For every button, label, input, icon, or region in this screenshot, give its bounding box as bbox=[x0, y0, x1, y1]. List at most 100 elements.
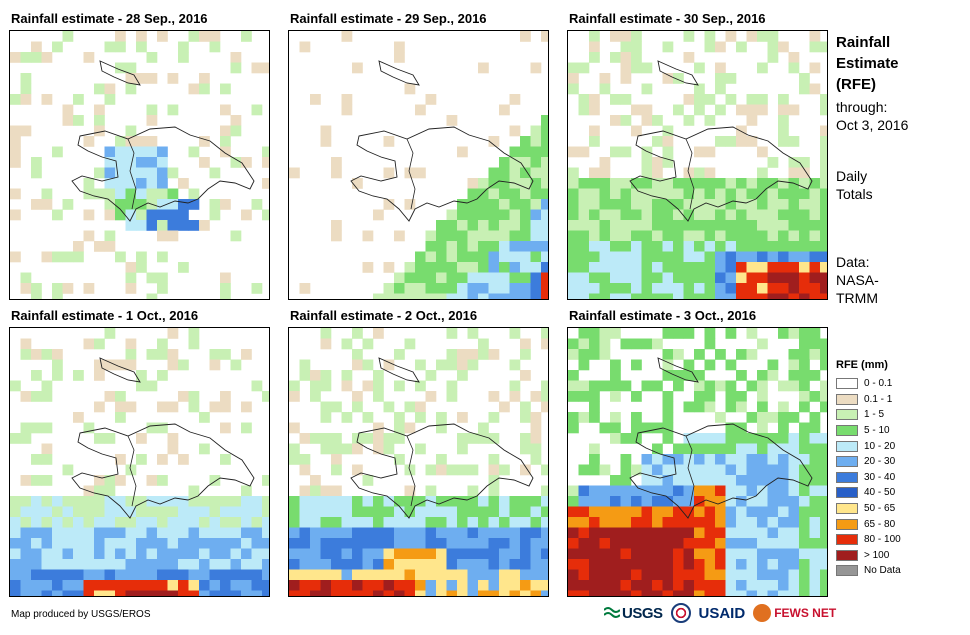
rainfall-cell bbox=[446, 590, 458, 596]
rainfall-cell bbox=[241, 485, 252, 497]
rainfall-cell bbox=[736, 251, 747, 263]
rainfall-cell bbox=[631, 251, 642, 263]
rainfall-cell bbox=[820, 569, 827, 581]
rainfall-cell bbox=[362, 559, 374, 570]
rainfall-cell bbox=[767, 178, 779, 189]
data-line: TRMM bbox=[836, 290, 878, 306]
rainfall-cell bbox=[599, 283, 611, 294]
rainfall-cell bbox=[104, 199, 116, 210]
rainfall-cell bbox=[383, 167, 395, 179]
rainfall-cell bbox=[83, 527, 95, 539]
rainfall-cell bbox=[230, 359, 242, 371]
rainfall-cell bbox=[425, 272, 437, 284]
rainfall-cell bbox=[641, 104, 653, 116]
rainfall-cell bbox=[509, 559, 521, 570]
rainfall-cell bbox=[799, 251, 810, 263]
rainfall-cell bbox=[736, 349, 747, 360]
legend-item: 5 - 10 bbox=[836, 423, 901, 439]
rainfall-cell bbox=[467, 559, 479, 570]
rainfall-cell bbox=[10, 580, 21, 591]
rainfall-cell bbox=[457, 293, 468, 299]
rainfall-cell bbox=[715, 496, 726, 507]
rainfall-cell bbox=[767, 538, 779, 549]
rainfall-cell bbox=[757, 391, 768, 402]
rainfall-cell bbox=[331, 580, 342, 591]
rainfall-cell bbox=[10, 380, 21, 392]
rainfall-cell bbox=[631, 412, 642, 423]
rainfall-cell bbox=[589, 199, 600, 210]
rainfall-cell bbox=[746, 104, 758, 116]
rainfall-cell bbox=[610, 370, 621, 381]
rainfall-cell bbox=[530, 293, 542, 299]
rainfall-cell bbox=[310, 496, 321, 507]
rainfall-cell bbox=[362, 412, 374, 423]
rainfall-cell bbox=[788, 380, 800, 392]
rainfall-cell bbox=[104, 538, 116, 549]
rainfall-cell bbox=[704, 41, 716, 53]
rainfall-cell bbox=[478, 188, 489, 200]
rainfall-cell bbox=[746, 188, 758, 200]
rainfall-cell bbox=[436, 517, 447, 528]
rainfall-cell bbox=[509, 157, 521, 168]
rainfall-cell bbox=[662, 391, 674, 402]
rainfall-cell bbox=[694, 220, 705, 231]
rainfall-cell bbox=[509, 380, 521, 392]
rainfall-cell bbox=[136, 370, 147, 381]
rainfall-cell bbox=[10, 146, 21, 158]
rainfall-cell bbox=[578, 559, 590, 570]
rainfall-cell bbox=[373, 548, 384, 560]
rainfall-cell bbox=[589, 167, 600, 179]
coastline bbox=[629, 423, 813, 519]
rainfall-cell bbox=[599, 328, 611, 339]
rainfall-cell bbox=[530, 230, 542, 242]
rainfall-cell bbox=[652, 283, 663, 294]
rainfall-cell bbox=[125, 146, 137, 158]
rainfall-cell bbox=[415, 380, 426, 392]
rainfall-cell bbox=[446, 115, 458, 126]
rainfall-cell bbox=[230, 62, 242, 74]
rainfall-cell bbox=[683, 52, 695, 63]
rainfall-cell bbox=[373, 559, 384, 570]
rainfall-cell bbox=[757, 475, 768, 486]
rainfall-cell bbox=[704, 338, 716, 350]
rainfall-cell bbox=[541, 401, 548, 413]
rainfall-cell bbox=[799, 422, 810, 434]
rainfall-cell bbox=[509, 548, 521, 560]
rainfall-cell bbox=[799, 178, 810, 189]
rainfall-cell bbox=[52, 506, 63, 518]
rainfall-cell bbox=[488, 283, 500, 294]
rainfall-cell bbox=[767, 209, 779, 221]
rainfall-cell bbox=[799, 328, 810, 339]
rainfall-cell bbox=[673, 464, 684, 476]
rainfall-cell bbox=[683, 241, 695, 252]
rainfall-cell bbox=[509, 209, 521, 221]
rainfall-cell bbox=[599, 188, 611, 200]
rainfall-cell bbox=[73, 580, 84, 591]
rainfall-cell bbox=[704, 146, 716, 158]
rainfall-cell bbox=[320, 380, 332, 392]
rainfall-cell bbox=[383, 262, 395, 273]
rainfall-cell bbox=[199, 83, 210, 95]
rainfall-cell bbox=[352, 443, 363, 455]
rainfall-cell bbox=[809, 569, 821, 581]
rainfall-cell bbox=[520, 241, 531, 252]
rainfall-cell bbox=[578, 328, 590, 339]
rainfall-cell bbox=[568, 559, 579, 570]
rainfall-cell bbox=[341, 538, 353, 549]
rainfall-cell bbox=[725, 359, 737, 371]
rainfall-cell bbox=[478, 262, 489, 273]
rainfall-cell bbox=[757, 167, 768, 179]
rainfall-cell bbox=[820, 178, 827, 189]
rainfall-cell bbox=[631, 230, 642, 242]
rainfall-cell bbox=[694, 517, 705, 528]
rainfall-cell bbox=[631, 41, 642, 53]
rainfall-cell bbox=[10, 157, 21, 168]
rainfall-cell bbox=[94, 538, 105, 549]
rainfall-cell bbox=[662, 251, 674, 263]
rainfall-cell bbox=[362, 506, 374, 518]
rainfall-cell bbox=[488, 391, 500, 402]
rainfall-cell bbox=[778, 188, 789, 200]
rainfall-cell bbox=[541, 559, 548, 570]
rainfall-cell bbox=[788, 538, 800, 549]
coastline bbox=[99, 357, 141, 383]
